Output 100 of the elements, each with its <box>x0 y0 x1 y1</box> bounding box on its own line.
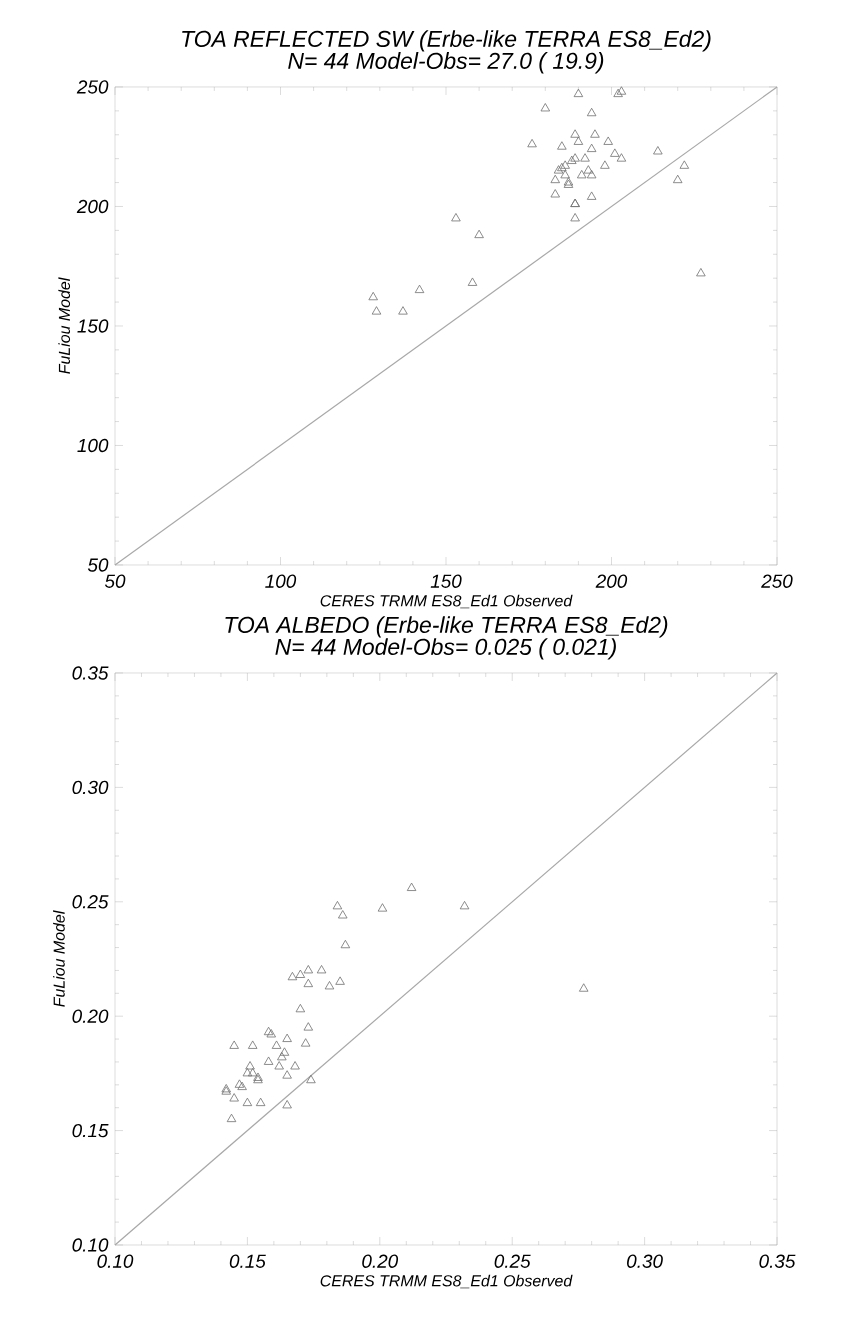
x-tick-label: 250 <box>761 574 793 588</box>
point <box>306 1074 316 1084</box>
point <box>226 1113 237 1123</box>
point <box>459 900 470 910</box>
point <box>451 213 461 222</box>
point <box>316 965 327 974</box>
x-tick-label: 0.20 <box>362 1254 399 1268</box>
point <box>580 153 590 162</box>
point <box>303 965 314 974</box>
point <box>616 86 627 95</box>
point <box>653 146 663 155</box>
point <box>540 103 551 112</box>
point <box>557 141 567 150</box>
y-tick-label: 0.15 <box>72 1123 109 1138</box>
point <box>610 148 620 157</box>
point <box>338 910 348 919</box>
point <box>573 88 584 98</box>
point <box>229 1040 239 1049</box>
point <box>287 971 298 981</box>
point <box>324 981 335 990</box>
point <box>406 882 417 891</box>
point <box>672 174 683 184</box>
point <box>247 1067 258 1077</box>
x-tick-label: 0.25 <box>494 1254 531 1268</box>
point <box>586 191 597 200</box>
x-axis-title: CERES TRMM ES8_Ed1 Observed <box>320 1274 573 1289</box>
point <box>573 136 584 145</box>
x-tick-label: 0.10 <box>97 1254 134 1268</box>
point <box>282 1100 292 1109</box>
y-tick-label: 0.10 <box>72 1238 109 1252</box>
y-tick-label: 250 <box>76 80 109 94</box>
point <box>295 969 306 978</box>
point <box>527 138 537 148</box>
y-tick-label: 0.25 <box>72 895 109 909</box>
point <box>242 1097 253 1107</box>
point <box>414 284 425 294</box>
point <box>279 1047 290 1056</box>
point <box>368 291 378 301</box>
point <box>550 189 560 198</box>
x-tick-label: 150 <box>430 574 462 588</box>
point <box>590 129 600 138</box>
point <box>277 1051 287 1061</box>
point <box>616 153 627 162</box>
y-tick-label: 200 <box>76 199 109 214</box>
point <box>583 165 594 174</box>
point <box>570 153 580 162</box>
point <box>576 170 587 179</box>
x-tick-label: 100 <box>265 574 297 588</box>
point <box>335 976 345 985</box>
point <box>567 155 577 164</box>
y-tick-label: 100 <box>77 438 109 453</box>
point <box>282 1070 292 1079</box>
point <box>570 129 580 138</box>
point <box>303 978 314 988</box>
point <box>255 1097 266 1107</box>
x-tick-label: 0.15 <box>229 1254 266 1268</box>
point <box>290 1061 300 1070</box>
point <box>274 1061 284 1070</box>
point <box>600 160 610 169</box>
point <box>247 1040 258 1049</box>
point <box>245 1061 255 1070</box>
x-tick-label: 50 <box>104 574 126 588</box>
y-axis-title: FuLiou Model <box>53 910 65 1007</box>
y-tick-label: 0.30 <box>72 780 109 795</box>
point <box>398 306 408 315</box>
point <box>553 165 564 174</box>
y-tick-label: 0.20 <box>72 1009 109 1023</box>
point <box>332 900 343 910</box>
y-tick-label: 150 <box>77 319 109 333</box>
point <box>303 1022 314 1031</box>
point <box>613 88 623 98</box>
point <box>474 229 484 239</box>
point <box>300 1038 311 1047</box>
point <box>263 1056 274 1065</box>
point <box>570 213 580 222</box>
point <box>371 306 382 315</box>
x-tick-label: 0.35 <box>759 1254 796 1268</box>
x-axis-title: CERES TRMM ES8_Ed1 Observed <box>320 594 573 609</box>
point <box>295 1003 306 1013</box>
point <box>696 267 706 277</box>
chart-title: TOA REFLECTED SW (Erbe-like TERRA ES8_Ed2) <box>182 30 711 52</box>
y-tick-label: 50 <box>87 558 109 572</box>
point <box>242 1067 253 1077</box>
point <box>586 143 597 153</box>
point <box>550 174 560 184</box>
y-tick-label: 0.35 <box>72 666 109 680</box>
point <box>586 107 597 117</box>
point <box>578 983 589 992</box>
x-tick-label: 0.30 <box>627 1254 663 1268</box>
point <box>282 1033 292 1042</box>
point <box>603 136 613 145</box>
point <box>234 1079 245 1088</box>
point <box>237 1081 247 1091</box>
chart-subtitle: N= 44 Model-Obs= 27.0 ( 19.9) <box>288 52 604 74</box>
chart-subtitle: N= 44 Model-Obs= 0.025 ( 0.021) <box>275 638 616 660</box>
point <box>586 170 597 179</box>
point <box>229 1093 239 1102</box>
point <box>271 1040 282 1049</box>
y-axis-title: FuLiou Model <box>58 277 71 374</box>
x-tick-label: 200 <box>595 574 628 588</box>
